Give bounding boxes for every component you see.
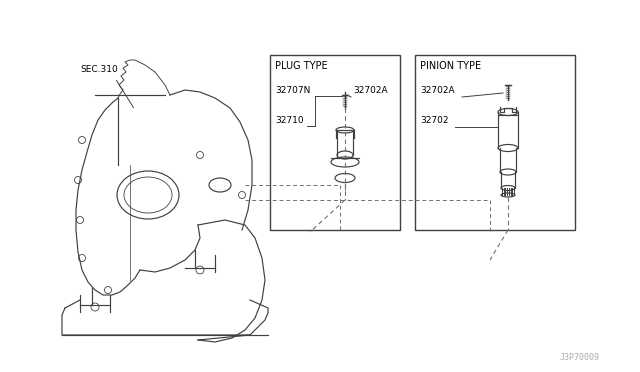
- Text: 32702: 32702: [420, 116, 449, 125]
- Text: 32707N: 32707N: [275, 86, 310, 95]
- Text: PINION TYPE: PINION TYPE: [420, 61, 481, 71]
- Text: PLUG TYPE: PLUG TYPE: [275, 61, 328, 71]
- Text: 32702A: 32702A: [420, 86, 454, 95]
- Bar: [415, 55, 575, 230]
- Text: 32710: 32710: [275, 116, 303, 125]
- Bar: [270, 55, 400, 230]
- Text: SEC.310: SEC.310: [80, 65, 118, 74]
- Text: J3P70009: J3P70009: [560, 353, 600, 362]
- Text: 32702A: 32702A: [353, 86, 388, 95]
